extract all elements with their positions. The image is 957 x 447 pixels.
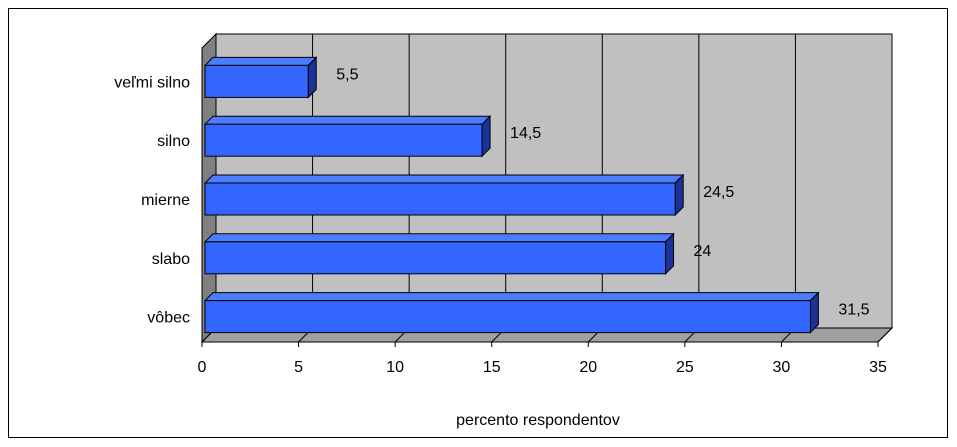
x-tick-label: 35: [869, 359, 887, 376]
category-label: veľmi silno: [114, 74, 190, 91]
bar-top: [203, 292, 820, 302]
bar: [204, 123, 483, 157]
x-floor-gridline: [877, 327, 893, 343]
data-label: 5,5: [336, 66, 358, 83]
data-label: 24: [694, 243, 712, 260]
category-label: silno: [157, 133, 190, 150]
x-tick-label: 15: [483, 359, 501, 376]
bar-top: [203, 56, 318, 66]
x-tick-label: 25: [676, 359, 694, 376]
bar-top: [203, 115, 492, 125]
x-tick-label: 10: [386, 359, 404, 376]
x-axis-title: percento respondentov: [456, 412, 620, 429]
bar-top: [203, 233, 675, 243]
bar-group: [203, 173, 685, 217]
x-tick-label: 5: [294, 359, 303, 376]
x-tick-label: 20: [579, 359, 597, 376]
bar: [204, 300, 811, 334]
data-label: 24,5: [703, 184, 734, 201]
x-tick-label: 0: [198, 359, 207, 376]
category-label: slabo: [152, 251, 190, 268]
category-label: mierne: [141, 192, 190, 209]
data-label: 31,5: [838, 302, 869, 319]
category-label: vôbec: [147, 310, 190, 327]
bar: [204, 64, 309, 98]
data-label: 14,5: [510, 125, 541, 142]
bar-group: [203, 291, 820, 334]
bar-top: [203, 174, 685, 184]
x-tick-label: 30: [773, 359, 791, 376]
bar: [204, 241, 667, 275]
bar-group: [203, 232, 675, 276]
bar: [204, 182, 676, 216]
bar-group: [203, 114, 492, 158]
bar-group: [203, 56, 318, 99]
